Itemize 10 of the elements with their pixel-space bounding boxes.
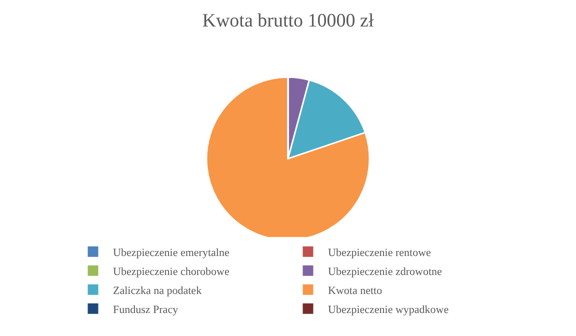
chart-title: Kwota brutto 10000 zł: [202, 10, 374, 32]
legend-label: Fundusz Pracy: [113, 304, 179, 316]
legend-label: Kwota netto: [328, 284, 383, 297]
pie-slice: [287, 79, 366, 160]
legend-label: Ubezpieczenie rentowe: [328, 246, 432, 259]
legend-label: Ubezpieczenie wypadkowe: [328, 304, 449, 316]
legend-label: Ubezpieczenie emerytalne: [113, 246, 230, 259]
legend-label: Zaliczka na podatek: [113, 284, 202, 297]
legend-label: Ubezpieczenie chorobowe: [113, 266, 230, 278]
legend-label: Ubezpieczenie zdrowotne: [328, 266, 442, 278]
